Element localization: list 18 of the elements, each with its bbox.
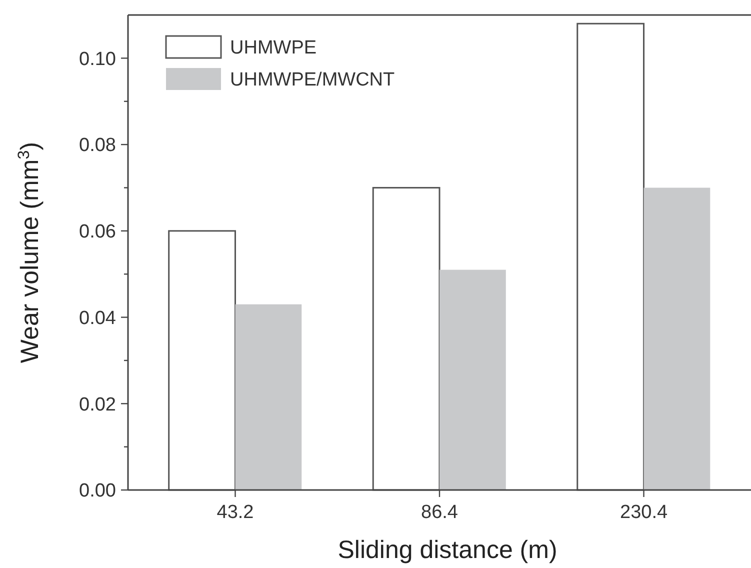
bar — [644, 188, 710, 490]
legend-label: UHMWPE — [230, 38, 317, 59]
y-tick-label: 0.04 — [79, 308, 116, 329]
bar — [235, 304, 302, 490]
y-tick-label: 0.02 — [79, 394, 116, 416]
y-tick-label: 0.08 — [79, 135, 116, 156]
bar — [372, 186, 440, 491]
y-tick-label: 0.06 — [79, 222, 116, 243]
bar — [440, 270, 506, 490]
x-axis-title: Sliding distance (m) — [338, 536, 558, 564]
x-tick-label: 230.4 — [620, 502, 668, 523]
y-tick-label: 0.00 — [79, 480, 116, 502]
x-tick-label: 43.2 — [216, 502, 254, 523]
x-tick-label: 86.4 — [421, 502, 458, 523]
legend-label: UHMWPE/MWCNT — [230, 70, 396, 91]
bar — [576, 22, 645, 491]
bar — [168, 230, 236, 491]
y-tick-label: 0.10 — [79, 48, 116, 70]
